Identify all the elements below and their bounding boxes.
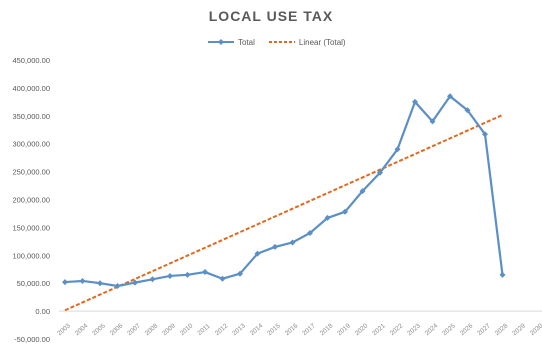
x-tick-label: 2030 (529, 322, 542, 337)
data-point-total (359, 188, 366, 195)
legend: Total Linear (Total) (208, 36, 346, 48)
data-point-total (324, 214, 331, 221)
legend-item-total: Total (208, 37, 255, 47)
x-tick-label: 2006 (109, 322, 125, 337)
x-tick-label: 2008 (144, 322, 160, 337)
x-tick-label: 2009 (161, 322, 177, 337)
x-tick-label: 2015 (266, 322, 282, 337)
data-point-total (377, 169, 383, 176)
x-tick-label: 2014 (249, 322, 265, 337)
data-point-total (272, 243, 278, 250)
x-tick-label: 2004 (74, 322, 90, 337)
data-point-total (394, 146, 401, 153)
legend-swatch-total (208, 39, 234, 45)
x-tick-label: 2011 (196, 322, 212, 337)
y-tick-label: 350,000.00 (12, 112, 50, 121)
x-tick-label: 2017 (301, 322, 317, 337)
x-tick-label: 2020 (354, 322, 370, 337)
x-tick-label: 2023 (406, 322, 422, 337)
x-tick-label: 2024 (424, 322, 440, 337)
trendline-linear-total (64, 114, 503, 312)
x-tick-label: 2013 (231, 322, 247, 337)
x-tick-label: 2019 (336, 322, 352, 337)
x-tick-label: 2026 (459, 322, 475, 337)
x-tick-label: 2025 (441, 322, 457, 337)
data-point-total (499, 271, 506, 278)
data-point-total (167, 272, 173, 279)
data-point-total (237, 270, 243, 277)
y-tick-label: 300,000.00 (12, 140, 50, 149)
data-point-total (114, 282, 121, 289)
y-tick-label: 400,000.00 (12, 84, 50, 93)
series-line-total (64, 95, 504, 288)
data-point-total (447, 93, 453, 100)
legend-swatch-linear (268, 41, 295, 43)
data-point-total (289, 239, 296, 246)
legend-item-linear: Linear (Total) (268, 37, 346, 47)
y-tick-label: 100,000.00 (12, 251, 50, 260)
x-tick-label: 2029 (511, 322, 527, 337)
data-point-total (202, 269, 208, 276)
y-tick-label: 250,000.00 (12, 168, 50, 177)
y-tick-label: 450,000.00 (12, 56, 50, 65)
y-tick-label: 50,000.00 (17, 279, 50, 288)
x-tick-label: 2010 (179, 322, 195, 337)
y-tick-label: 150,000.00 (12, 223, 50, 232)
y-tick-label: -50,000.00 (14, 335, 50, 344)
data-point-total (342, 208, 348, 215)
x-tick-label: 2027 (476, 322, 492, 337)
x-tick-label: 2018 (319, 322, 335, 337)
x-tick-label: 2012 (214, 322, 230, 337)
data-point-total (307, 229, 313, 236)
y-tick-label: 0.00 (35, 307, 50, 316)
x-tick-label: 2003 (56, 322, 72, 337)
data-point-total (62, 279, 68, 286)
data-point-total (482, 131, 488, 138)
x-tick-label: 2007 (126, 322, 142, 337)
data-point-total (464, 107, 471, 114)
legend-label-linear: Linear (Total) (298, 37, 346, 47)
chart-title: LOCAL USE TAX (208, 8, 334, 24)
data-point-total (149, 276, 156, 283)
data-point-total (219, 275, 226, 282)
y-tick-label: 200,000.00 (12, 196, 50, 205)
data-point-total (412, 98, 418, 105)
data-point-total (79, 277, 86, 284)
data-point-total (97, 280, 103, 287)
x-tick-label: 2016 (284, 322, 300, 337)
data-point-total (132, 279, 138, 286)
x-tick-label: 2005 (91, 322, 107, 337)
data-point-total (254, 250, 261, 257)
x-tick-label: 2022 (389, 322, 405, 337)
data-point-total (429, 118, 436, 125)
x-tick-label: 2028 (494, 322, 510, 337)
x-tick-label: 2021 (371, 322, 387, 337)
legend-label-total: Total (238, 37, 255, 47)
data-point-total (184, 271, 191, 278)
